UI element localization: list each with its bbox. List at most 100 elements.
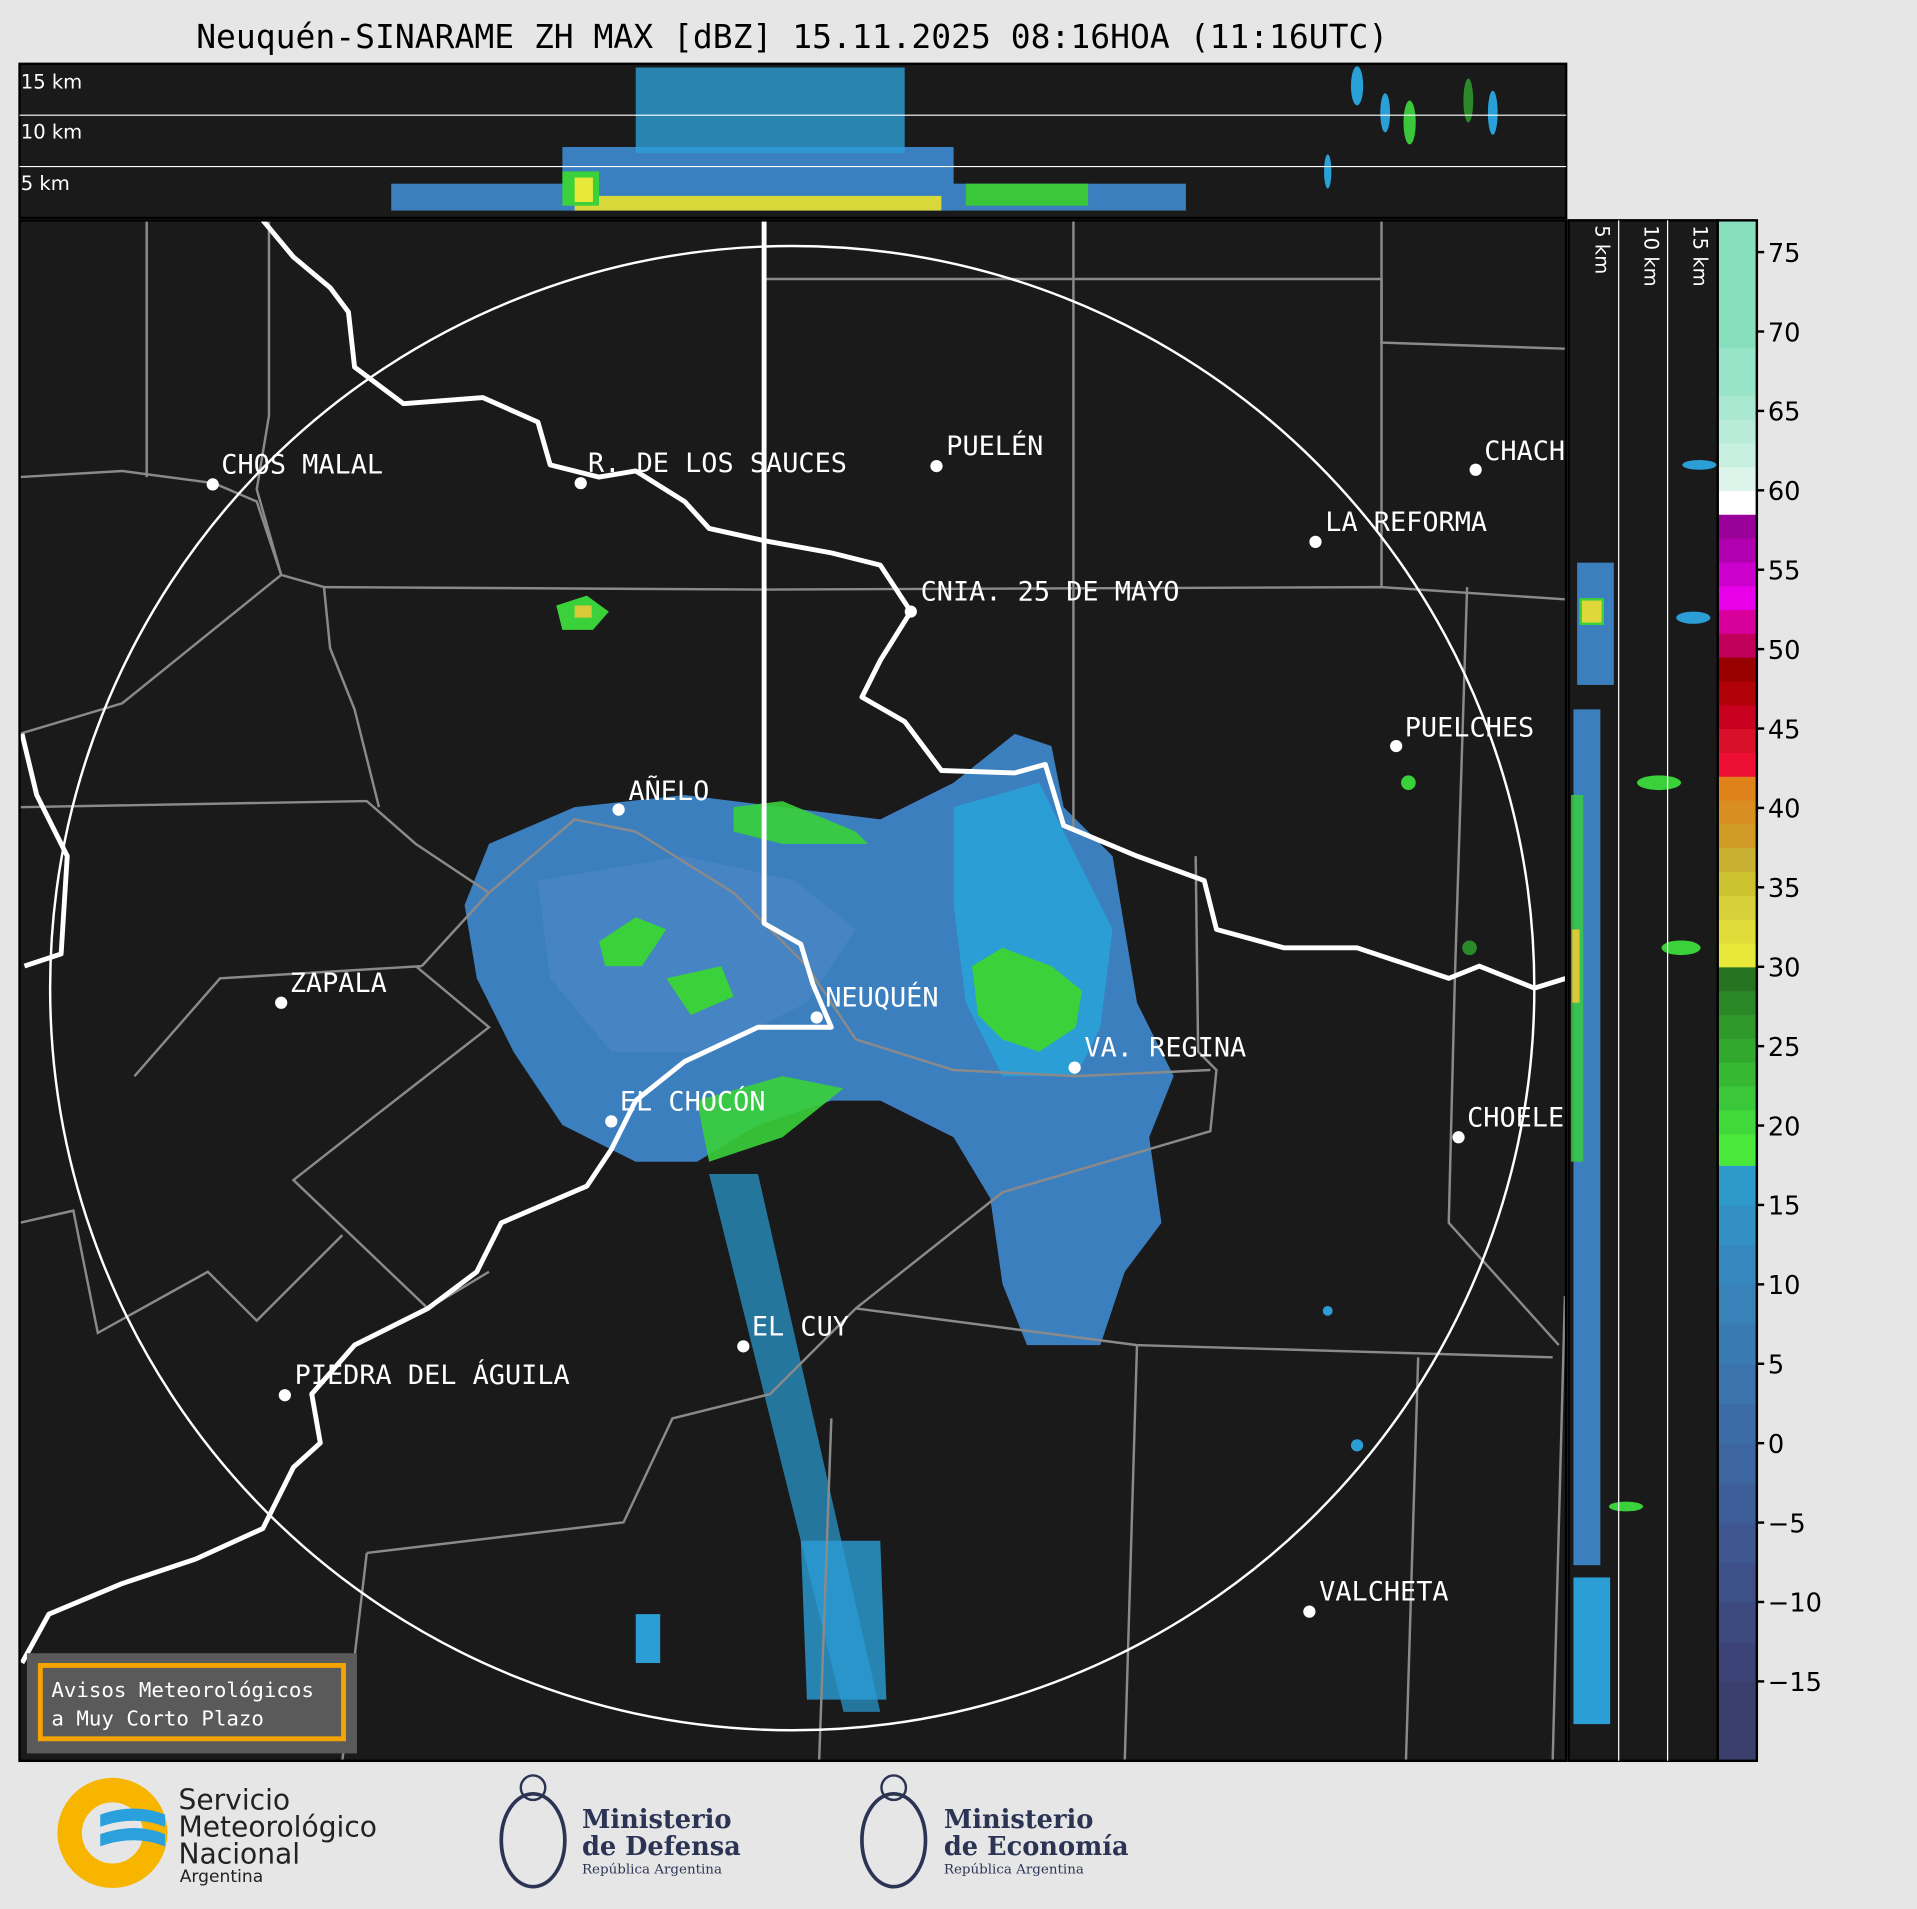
colorbar-band bbox=[1717, 1641, 1757, 1682]
colorbar-tick-label: 35 bbox=[1768, 874, 1801, 904]
svg-text:VALCHETA: VALCHETA bbox=[1319, 1577, 1448, 1608]
city-cnia-25-de-mayo[interactable]: CNIA. 25 DE MAYO bbox=[904, 577, 1180, 618]
height-label-15km-right: 15 km bbox=[1688, 225, 1711, 286]
colorbar-band bbox=[1717, 561, 1757, 587]
colorbar-band bbox=[1717, 609, 1757, 634]
colorbar-band bbox=[1717, 585, 1757, 611]
svg-text:República Argentina: República Argentina bbox=[944, 1862, 1084, 1877]
colorbar-band bbox=[1717, 657, 1757, 682]
svg-text:R. DE LOS SAUCES: R. DE LOS SAUCES bbox=[588, 448, 847, 479]
city-valcheta[interactable]: VALCHETA bbox=[1303, 1577, 1449, 1618]
svg-text:LA REFORMA: LA REFORMA bbox=[1325, 507, 1487, 538]
colorbar-band bbox=[1717, 490, 1757, 515]
colorbar-band bbox=[1717, 871, 1757, 896]
colorbar-band bbox=[1717, 347, 1757, 396]
height-label-5km-right: 5 km bbox=[1590, 225, 1613, 274]
ministerio-economia-logo: Ministerio de Economía República Argenti… bbox=[860, 1774, 1129, 1889]
colorbar-band bbox=[1717, 752, 1757, 777]
city-el-chocon[interactable]: EL CHOCÓN bbox=[605, 1085, 766, 1128]
colorbar-tick-label: 55 bbox=[1768, 557, 1801, 587]
city-el-cuy[interactable]: EL CUY bbox=[737, 1311, 849, 1353]
colorbar-band bbox=[1717, 418, 1757, 444]
colorbar-band bbox=[1717, 1403, 1757, 1444]
colorbar-band bbox=[1717, 728, 1757, 753]
city-piedra-del-aguila[interactable]: PIEDRA DEL ÁGUILA bbox=[278, 1359, 570, 1402]
colorbar-band bbox=[1717, 1085, 1757, 1111]
city-rincon-de-los-sauces[interactable]: R. DE LOS SAUCES bbox=[574, 448, 847, 490]
colorbar-band bbox=[1717, 966, 1757, 992]
colorbar-band bbox=[1717, 704, 1757, 730]
colorbar-tick-label: −10 bbox=[1768, 1589, 1822, 1619]
city-neuquen[interactable]: NEUQUÉN bbox=[810, 981, 939, 1024]
notice-line2: a Muy Corto Plazo bbox=[51, 1706, 264, 1730]
city-chachapoyas[interactable]: CHACH bbox=[1469, 436, 1566, 476]
city-villa-regina[interactable]: VA. REGINA bbox=[1068, 1033, 1247, 1074]
height-label-10km: 10 km bbox=[21, 120, 82, 143]
right-cross-section-panel: 5 km 10 km 15 km bbox=[1567, 219, 1719, 1763]
colorbar-tick-label: 40 bbox=[1768, 795, 1801, 825]
svg-text:NEUQUÉN: NEUQUÉN bbox=[825, 981, 938, 1013]
svg-text:Servicio: Servicio bbox=[178, 1784, 290, 1817]
colorbar-tick-label: −5 bbox=[1768, 1509, 1806, 1539]
svg-text:de Economía: de Economía bbox=[944, 1832, 1129, 1862]
colorbar-band bbox=[1717, 1482, 1757, 1524]
colorbar-band bbox=[1717, 537, 1757, 563]
colorbar-band bbox=[1717, 895, 1757, 920]
colorbar-band bbox=[1717, 919, 1757, 944]
height-label-15km: 15 km bbox=[21, 70, 82, 93]
svg-text:PUELÉN: PUELÉN bbox=[946, 430, 1043, 462]
notice-line1: Avisos Meteorológicos bbox=[51, 1678, 314, 1702]
svg-text:Meteorológico: Meteorológico bbox=[178, 1811, 377, 1844]
city-zapala[interactable]: ZAPALA bbox=[275, 968, 387, 1009]
colorbar-band bbox=[1717, 1363, 1757, 1405]
svg-text:Nacional: Nacional bbox=[178, 1837, 300, 1870]
colorbar-tick-label: 60 bbox=[1768, 477, 1801, 507]
svg-text:CHOELE: CHOELE bbox=[1467, 1102, 1564, 1133]
colorbar-tick-label: 75 bbox=[1768, 239, 1801, 269]
city-la-reforma[interactable]: LA REFORMA bbox=[1309, 507, 1487, 548]
colorbar-band bbox=[1717, 776, 1757, 801]
colorbar-tick-label: 20 bbox=[1768, 1112, 1801, 1142]
colorbar-band bbox=[1717, 220, 1757, 349]
height-label-10km-right: 10 km bbox=[1639, 225, 1662, 286]
colorbar-band bbox=[1717, 1681, 1757, 1762]
notice-box[interactable]: Avisos Meteorológicos a Muy Corto Plazo bbox=[26, 1653, 357, 1754]
colorbar-band bbox=[1717, 942, 1757, 968]
radar-map[interactable]: CHOS MALAL R. DE LOS SAUCES PUELÉN CHACH… bbox=[18, 219, 1568, 1763]
colorbar-tick-label: 50 bbox=[1768, 636, 1801, 666]
colorbar-band bbox=[1717, 1038, 1757, 1063]
colorbar-tick-label: 15 bbox=[1768, 1192, 1801, 1222]
colorbar-tick-label: −15 bbox=[1768, 1668, 1822, 1698]
colorbar-band bbox=[1717, 1244, 1757, 1285]
colorbar-band bbox=[1717, 1014, 1757, 1039]
svg-text:de Defensa: de Defensa bbox=[582, 1832, 741, 1862]
svg-text:VA. REGINA: VA. REGINA bbox=[1084, 1033, 1246, 1064]
city-puelches[interactable]: PUELCHES bbox=[1390, 712, 1534, 753]
colorbar-band bbox=[1717, 514, 1757, 539]
colorbar-tick-label: 65 bbox=[1768, 398, 1801, 428]
colorbar-band bbox=[1717, 466, 1757, 491]
colorbar-band bbox=[1717, 1522, 1757, 1563]
colorbar-band bbox=[1717, 1284, 1757, 1325]
city-puelen[interactable]: PUELÉN bbox=[930, 430, 1043, 473]
city-chos-malal[interactable]: CHOS MALAL bbox=[206, 449, 383, 491]
colorbar-tick-label: 0 bbox=[1768, 1430, 1784, 1460]
colorbar-band bbox=[1717, 1562, 1757, 1603]
colorbar-tick-label: 5 bbox=[1768, 1351, 1784, 1381]
colorbar-band bbox=[1717, 1204, 1757, 1246]
colorbar-band bbox=[1717, 395, 1757, 420]
colorbar-band bbox=[1717, 1062, 1757, 1087]
svg-text:EL CHOCÓN: EL CHOCÓN bbox=[620, 1085, 766, 1117]
colorbar-tick-label: 30 bbox=[1768, 954, 1801, 984]
colorbar-band bbox=[1717, 1109, 1757, 1135]
colorbar-band bbox=[1717, 847, 1757, 873]
reflectivity-echoes bbox=[464, 595, 1477, 1712]
svg-text:Argentina: Argentina bbox=[180, 1867, 263, 1887]
height-label-5km: 5 km bbox=[21, 172, 70, 195]
svg-text:PUELCHES: PUELCHES bbox=[1405, 712, 1534, 743]
svg-text:ZAPALA: ZAPALA bbox=[290, 968, 387, 999]
city-choele-choel[interactable]: CHOELE bbox=[1452, 1102, 1564, 1144]
city-anelo[interactable]: AÑELO bbox=[612, 775, 710, 816]
